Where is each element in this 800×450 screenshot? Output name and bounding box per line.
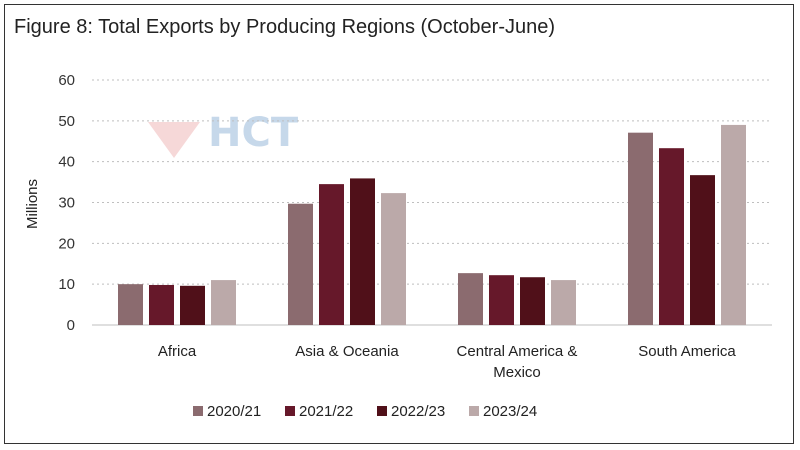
y-tick-label: 60 — [58, 72, 75, 89]
hct-watermark: HCT — [148, 110, 299, 158]
bar — [118, 284, 143, 325]
bar — [520, 277, 545, 325]
bar — [149, 284, 174, 325]
bar — [319, 184, 344, 325]
bar — [659, 148, 684, 325]
bar — [381, 193, 406, 325]
bar — [211, 280, 236, 325]
bar — [489, 275, 514, 325]
bar — [288, 203, 313, 325]
x-category-label: Central America & — [457, 343, 578, 360]
bar — [350, 178, 375, 325]
legend-swatch — [193, 406, 203, 416]
watermark-text: HCT — [208, 110, 299, 156]
legend-swatch — [469, 406, 479, 416]
legend-swatch — [377, 406, 387, 416]
y-axis-label: Millions — [24, 179, 41, 229]
legend-label: 2023/24 — [483, 403, 537, 420]
y-tick-label: 40 — [58, 154, 75, 171]
y-tick-label: 30 — [58, 195, 75, 212]
legend-label: 2021/22 — [299, 403, 353, 420]
legend-swatch — [285, 406, 295, 416]
y-tick-label: 20 — [58, 235, 75, 252]
bar — [628, 132, 653, 325]
y-tick-label: 10 — [58, 276, 75, 293]
x-category-label: Africa — [158, 343, 197, 360]
legend-label: 2020/21 — [207, 403, 261, 420]
y-tick-label: 50 — [58, 113, 75, 130]
bar — [458, 273, 483, 325]
bar — [690, 175, 715, 325]
x-category-label: Asia & Oceania — [295, 343, 399, 360]
bar — [551, 280, 576, 325]
bar — [721, 124, 746, 326]
x-category-label: South America — [638, 343, 736, 360]
bar — [180, 285, 205, 325]
watermark-diamond-icon — [148, 122, 200, 158]
y-tick-label: 0 — [67, 317, 75, 334]
x-category-label: Mexico — [493, 364, 541, 381]
chart-title: Figure 8: Total Exports by Producing Reg… — [14, 16, 556, 38]
legend-label: 2022/23 — [391, 403, 445, 420]
